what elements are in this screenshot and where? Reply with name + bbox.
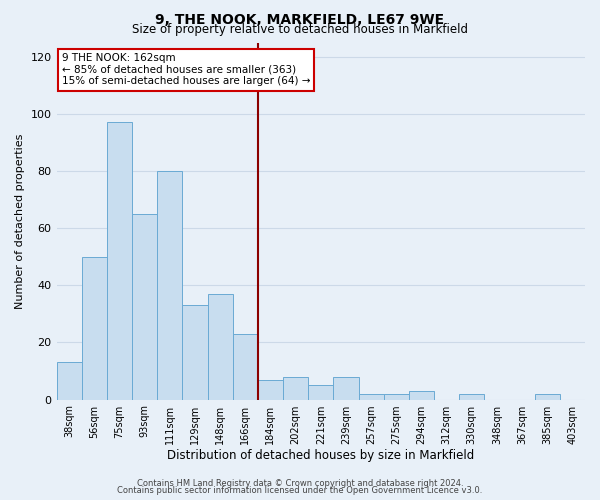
Bar: [535, 394, 560, 400]
Bar: [56, 362, 82, 400]
Bar: [82, 257, 107, 400]
Bar: [157, 171, 182, 400]
Text: 9 THE NOOK: 162sqm
← 85% of detached houses are smaller (363)
15% of semi-detach: 9 THE NOOK: 162sqm ← 85% of detached hou…: [62, 53, 310, 86]
Bar: [258, 380, 283, 400]
Bar: [208, 294, 233, 400]
Text: 9, THE NOOK, MARKFIELD, LE67 9WE: 9, THE NOOK, MARKFIELD, LE67 9WE: [155, 12, 445, 26]
Bar: [334, 376, 359, 400]
Bar: [182, 306, 208, 400]
Text: Size of property relative to detached houses in Markfield: Size of property relative to detached ho…: [132, 22, 468, 36]
Bar: [283, 376, 308, 400]
Y-axis label: Number of detached properties: Number of detached properties: [15, 134, 25, 308]
X-axis label: Distribution of detached houses by size in Markfield: Distribution of detached houses by size …: [167, 450, 475, 462]
Bar: [383, 394, 409, 400]
Text: Contains public sector information licensed under the Open Government Licence v3: Contains public sector information licen…: [118, 486, 482, 495]
Bar: [409, 391, 434, 400]
Bar: [132, 214, 157, 400]
Text: Contains HM Land Registry data © Crown copyright and database right 2024.: Contains HM Land Registry data © Crown c…: [137, 478, 463, 488]
Bar: [107, 122, 132, 400]
Bar: [308, 386, 334, 400]
Bar: [459, 394, 484, 400]
Bar: [359, 394, 383, 400]
Bar: [233, 334, 258, 400]
